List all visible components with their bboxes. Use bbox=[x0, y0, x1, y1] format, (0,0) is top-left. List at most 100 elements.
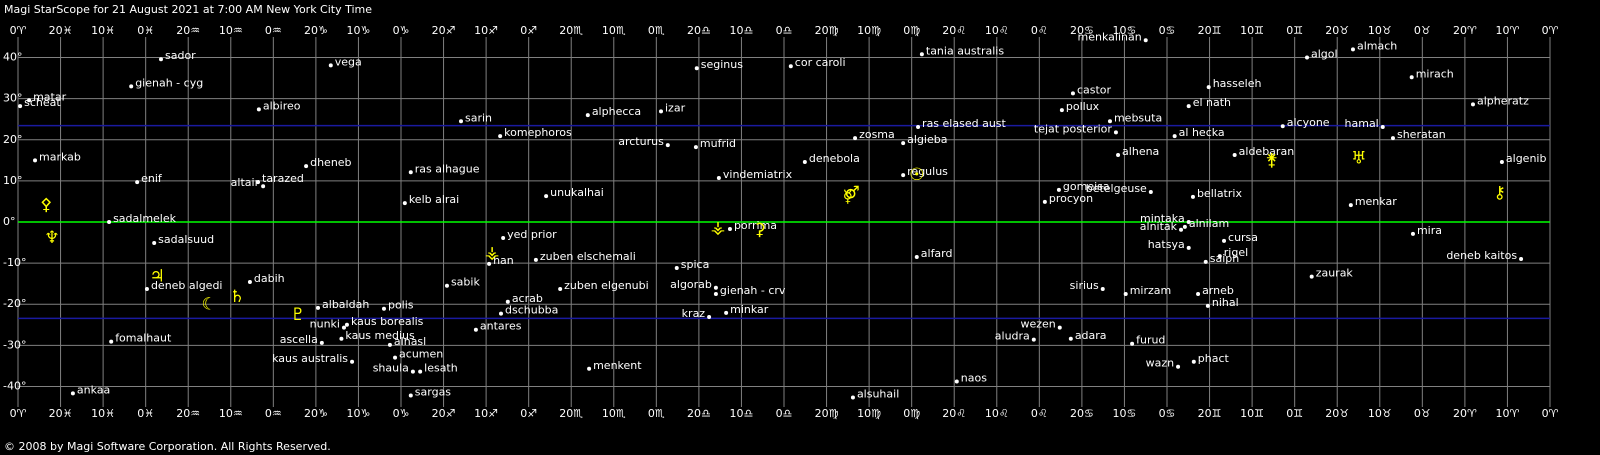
x-tick-label: 10♎ bbox=[730, 24, 754, 37]
star bbox=[1305, 55, 1310, 60]
star bbox=[1232, 152, 1237, 157]
star-label: yed prior bbox=[507, 228, 557, 241]
star-label: antares bbox=[480, 320, 522, 333]
star bbox=[1196, 291, 1201, 296]
star bbox=[27, 98, 32, 103]
x-tick-label: 10♎ bbox=[730, 407, 754, 420]
star-label: sador bbox=[165, 49, 196, 62]
star-label: kaus medius bbox=[345, 329, 415, 342]
star bbox=[724, 310, 729, 315]
star bbox=[1186, 245, 1191, 250]
star-label: komephoros bbox=[504, 126, 572, 139]
x-tick-label: 10♊ bbox=[1240, 24, 1264, 37]
star-label: dabih bbox=[254, 272, 285, 285]
y-tick-label: 20° bbox=[3, 133, 23, 146]
star bbox=[665, 143, 670, 148]
x-tick-label: 10♉ bbox=[1368, 407, 1392, 420]
star-label: albaldah bbox=[322, 298, 369, 311]
star-label: kraz bbox=[682, 307, 706, 320]
star bbox=[1410, 231, 1415, 236]
star-label: markab bbox=[39, 150, 81, 163]
x-tick-label: 20♈ bbox=[1453, 407, 1477, 420]
star bbox=[33, 158, 38, 163]
star-label: sadalmelek bbox=[113, 212, 177, 225]
x-tick-label: 20♓ bbox=[49, 24, 73, 37]
star-label: sarin bbox=[465, 111, 492, 124]
star bbox=[693, 145, 698, 150]
star-label: matar bbox=[33, 90, 67, 103]
star bbox=[473, 327, 478, 332]
star-label: mira bbox=[1417, 224, 1442, 237]
star-label: algorab bbox=[670, 278, 712, 291]
star bbox=[498, 134, 503, 139]
x-tick-label: 20♊ bbox=[1198, 24, 1222, 37]
star-label: alnitak bbox=[1140, 220, 1178, 233]
x-tick-label: 10♈ bbox=[1496, 407, 1520, 420]
x-tick-label: 0♎ bbox=[776, 24, 793, 37]
star-label: alfard bbox=[921, 247, 953, 260]
star-label: alpheratz bbox=[1477, 94, 1529, 107]
footer: © 2008 by Magi Software Corporation. All… bbox=[4, 440, 331, 453]
x-tick-label: 10♌ bbox=[985, 24, 1009, 37]
star-label: acumen bbox=[399, 348, 443, 361]
star bbox=[1068, 336, 1073, 341]
star-label: algol bbox=[1311, 48, 1338, 61]
x-tick-label: 0♒ bbox=[265, 407, 282, 420]
star-label: alnasl bbox=[394, 335, 426, 348]
star-label: menkar bbox=[1355, 195, 1397, 208]
x-tick-label: 20♒ bbox=[176, 407, 200, 420]
star-label: spica bbox=[681, 258, 710, 271]
star-label: porrima bbox=[734, 219, 777, 232]
star bbox=[344, 322, 349, 327]
star-label: lesath bbox=[424, 362, 458, 375]
star-label: castor bbox=[1077, 83, 1112, 96]
x-tick-label: 20♌ bbox=[942, 24, 966, 37]
star-label: zuben elschemali bbox=[540, 250, 636, 263]
x-tick-label: 20♏ bbox=[559, 24, 583, 37]
star-label: tarazed bbox=[262, 172, 304, 185]
star-label: hamal bbox=[1345, 117, 1379, 130]
star bbox=[1390, 136, 1395, 141]
x-tick-label: 0♏ bbox=[648, 24, 665, 37]
star bbox=[444, 283, 449, 288]
star-label: han bbox=[493, 254, 514, 267]
star-label: dheneb bbox=[310, 156, 351, 169]
planet-glyph: ☿ bbox=[843, 187, 853, 207]
star-label: sargas bbox=[415, 385, 452, 398]
star-label: regulus bbox=[907, 165, 948, 178]
star-label: mirzam bbox=[1130, 284, 1172, 297]
star bbox=[410, 369, 415, 374]
star bbox=[109, 339, 114, 344]
x-tick-label: 10♍ bbox=[857, 24, 881, 37]
star-label: sirius bbox=[1070, 279, 1099, 292]
star bbox=[393, 355, 398, 360]
y-tick-label: 0° bbox=[3, 215, 16, 228]
star-label: arcturus bbox=[618, 135, 664, 148]
star-label: altair bbox=[231, 176, 260, 189]
star-label: menkent bbox=[593, 359, 642, 372]
star-label: vega bbox=[335, 55, 362, 68]
x-tick-label: 0♋ bbox=[1159, 24, 1176, 37]
x-tick-label: 0♍ bbox=[903, 24, 920, 37]
x-tick-label: 20♌ bbox=[942, 407, 966, 420]
x-tick-label: 0♈ bbox=[10, 24, 27, 37]
star bbox=[914, 254, 919, 259]
y-tick-label: -30° bbox=[3, 338, 26, 351]
x-tick-label: 10♈ bbox=[1496, 24, 1520, 37]
y-tick-label: -40° bbox=[3, 379, 26, 392]
star bbox=[129, 84, 134, 89]
star bbox=[901, 141, 906, 146]
star bbox=[707, 314, 712, 319]
star bbox=[1057, 325, 1062, 330]
star bbox=[339, 336, 344, 341]
star-label: ankaa bbox=[77, 383, 110, 396]
star-label: rigel bbox=[1224, 246, 1248, 259]
x-tick-label: 10♑ bbox=[347, 407, 371, 420]
x-tick-label: 10♑ bbox=[347, 24, 371, 37]
x-tick-label: 20♋ bbox=[1070, 407, 1094, 420]
x-tick-label: 0♐ bbox=[520, 407, 537, 420]
x-tick-label: 10♒ bbox=[219, 24, 243, 37]
star-label: saiph bbox=[1210, 252, 1240, 265]
star bbox=[1116, 152, 1121, 157]
star-label: denebola bbox=[809, 152, 860, 165]
